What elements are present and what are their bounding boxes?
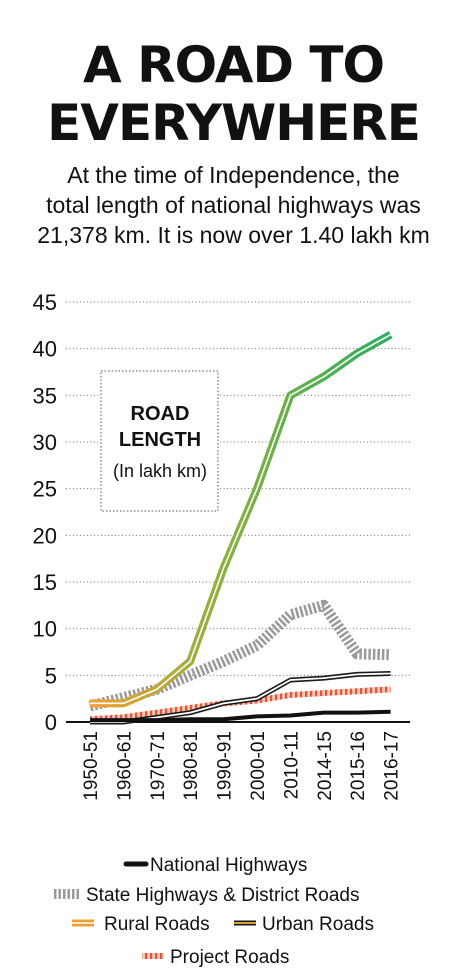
x-tick-labels: 1950-51 1960-61 1970-71 1980-81 1990-91 2000-… [81, 731, 403, 801]
annotation-unit: (In lakh km) [113, 461, 207, 481]
legend-item-state-highways: State Highways & District Roads [54, 885, 360, 906]
legend-label-urban: Urban Roads [262, 914, 374, 935]
series-line-national-highways [90, 709, 391, 723]
x-tick-label: 1970-71 [148, 731, 169, 801]
legend-item-rural-roads: Rural Roads [72, 914, 210, 935]
x-tick-label: 1980-81 [181, 731, 202, 801]
x-tick-label: 2010-11 [281, 731, 302, 799]
legend-item-national-highways: National Highways [123, 855, 307, 876]
legend: National Highways State Highways & Distr… [54, 855, 374, 968]
x-tick-label: 2016-17 [382, 731, 403, 801]
legend-label-rural: Rural Roads [104, 914, 210, 935]
annotation-title-2: LENGTH [119, 429, 201, 451]
y-tick-label: 40 [33, 337, 57, 362]
x-tick-label: 1960-61 [114, 731, 135, 801]
y-tick-label: 30 [33, 430, 57, 455]
series-line-rural-roads-inner [90, 333, 391, 705]
legend-label-project: Project Roads [170, 947, 289, 968]
legend-label-state: State Highways & District Roads [86, 885, 360, 906]
annotation-frame [100, 370, 219, 512]
subtitle-line-2: total length of national highways was [46, 192, 421, 218]
annotation-title-1: ROAD [131, 403, 190, 425]
y-tick-label: 15 [33, 570, 57, 595]
title-line-1: A ROAD TO [83, 36, 385, 94]
y-tick-label: 45 [33, 290, 57, 315]
x-tick-label: 2014-15 [315, 731, 336, 801]
y-tick-label: 10 [33, 617, 57, 642]
subtitle-line-3: 21,378 km. It is now over 1.40 lakh km [37, 222, 430, 248]
y-tick-label: 35 [33, 383, 57, 408]
series-layer [88, 331, 393, 725]
annotation-box: ROAD LENGTH (In lakh km) [100, 370, 219, 512]
y-tick-label: 5 [45, 663, 57, 688]
legend-item-urban-roads: Urban Roads [234, 914, 374, 935]
x-tick-label: 2015-16 [348, 731, 369, 801]
y-tick-label: 25 [33, 477, 57, 502]
y-tick-label: 0 [45, 710, 57, 735]
x-tick-label: 2000-01 [248, 731, 269, 801]
y-tick-label: 20 [33, 523, 57, 548]
legend-label-national: National Highways [150, 855, 307, 876]
x-tick-label: 1950-51 [81, 731, 102, 801]
y-tick-labels: 0 5 10 15 20 25 30 35 40 45 [33, 290, 57, 735]
x-tick-label: 1990-91 [215, 731, 236, 801]
title-line-2: EVERYWHERE [47, 94, 421, 152]
subtitle: At the time of Independence, the total l… [0, 160, 467, 250]
subtitle-line-1: At the time of Independence, the [67, 162, 400, 188]
legend-item-project-roads: Project Roads [142, 947, 289, 968]
